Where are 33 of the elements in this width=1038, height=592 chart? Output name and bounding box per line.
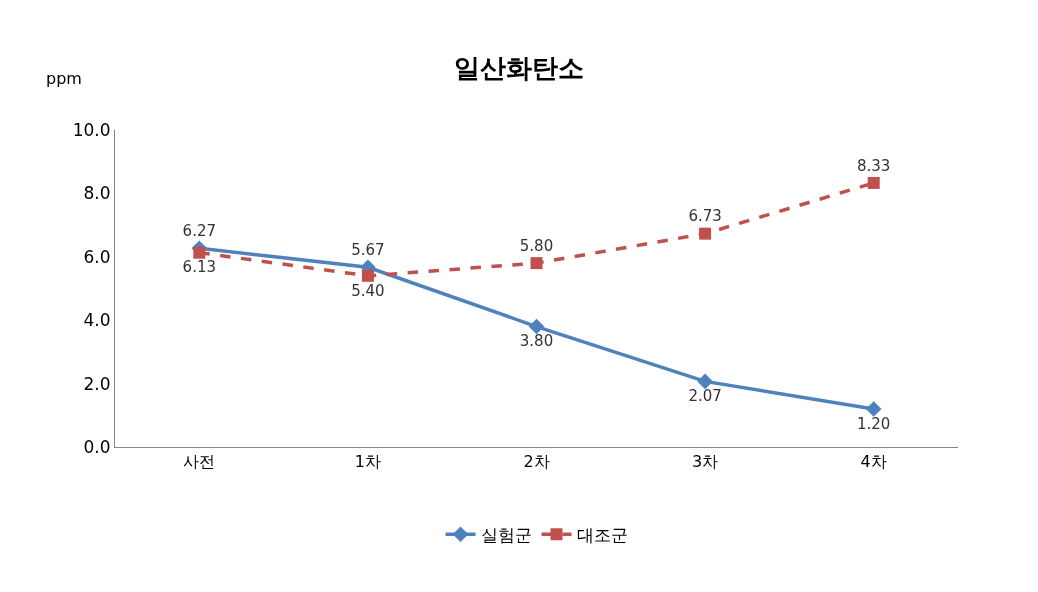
x-tick-label: 4차 — [860, 452, 887, 472]
y-tick-label: 10.0 — [72, 119, 111, 140]
point — [528, 318, 545, 335]
point — [699, 227, 712, 240]
data-label: 6.27 — [182, 221, 216, 240]
y-tick-label: 6.0 — [83, 246, 111, 267]
point — [865, 401, 882, 417]
x-tick-label: 사전 — [183, 452, 216, 472]
data-label: 3.80 — [519, 332, 554, 351]
point — [530, 257, 543, 270]
legend-label: 실험군 — [480, 524, 532, 545]
y-tick-label: 0.0 — [83, 436, 111, 457]
x-tick-label: 1차 — [354, 452, 381, 472]
y-tick-label: 4.0 — [83, 310, 111, 331]
legend-label: 대조군 — [576, 524, 628, 545]
chart-title: 일산화탄소 — [454, 53, 584, 84]
data-label: 2.07 — [688, 387, 722, 406]
point — [697, 373, 713, 390]
x-tick-label: 2차 — [523, 452, 550, 472]
data-label: 6.13 — [182, 258, 216, 277]
data-label: 8.33 — [857, 156, 891, 175]
point — [867, 176, 880, 189]
y-axis-title: ppm — [46, 69, 82, 88]
data-label: 5.80 — [519, 236, 554, 255]
y-tick-label: 8.0 — [83, 183, 111, 204]
point — [193, 246, 206, 259]
x-tick-label: 3차 — [692, 452, 719, 472]
data-label: 6.73 — [688, 207, 722, 226]
data-label: 5.67 — [351, 241, 385, 260]
data-label: 1.20 — [857, 414, 891, 433]
data-label: 5.40 — [351, 281, 385, 300]
y-tick-label: 2.0 — [83, 373, 111, 394]
point — [361, 269, 374, 282]
